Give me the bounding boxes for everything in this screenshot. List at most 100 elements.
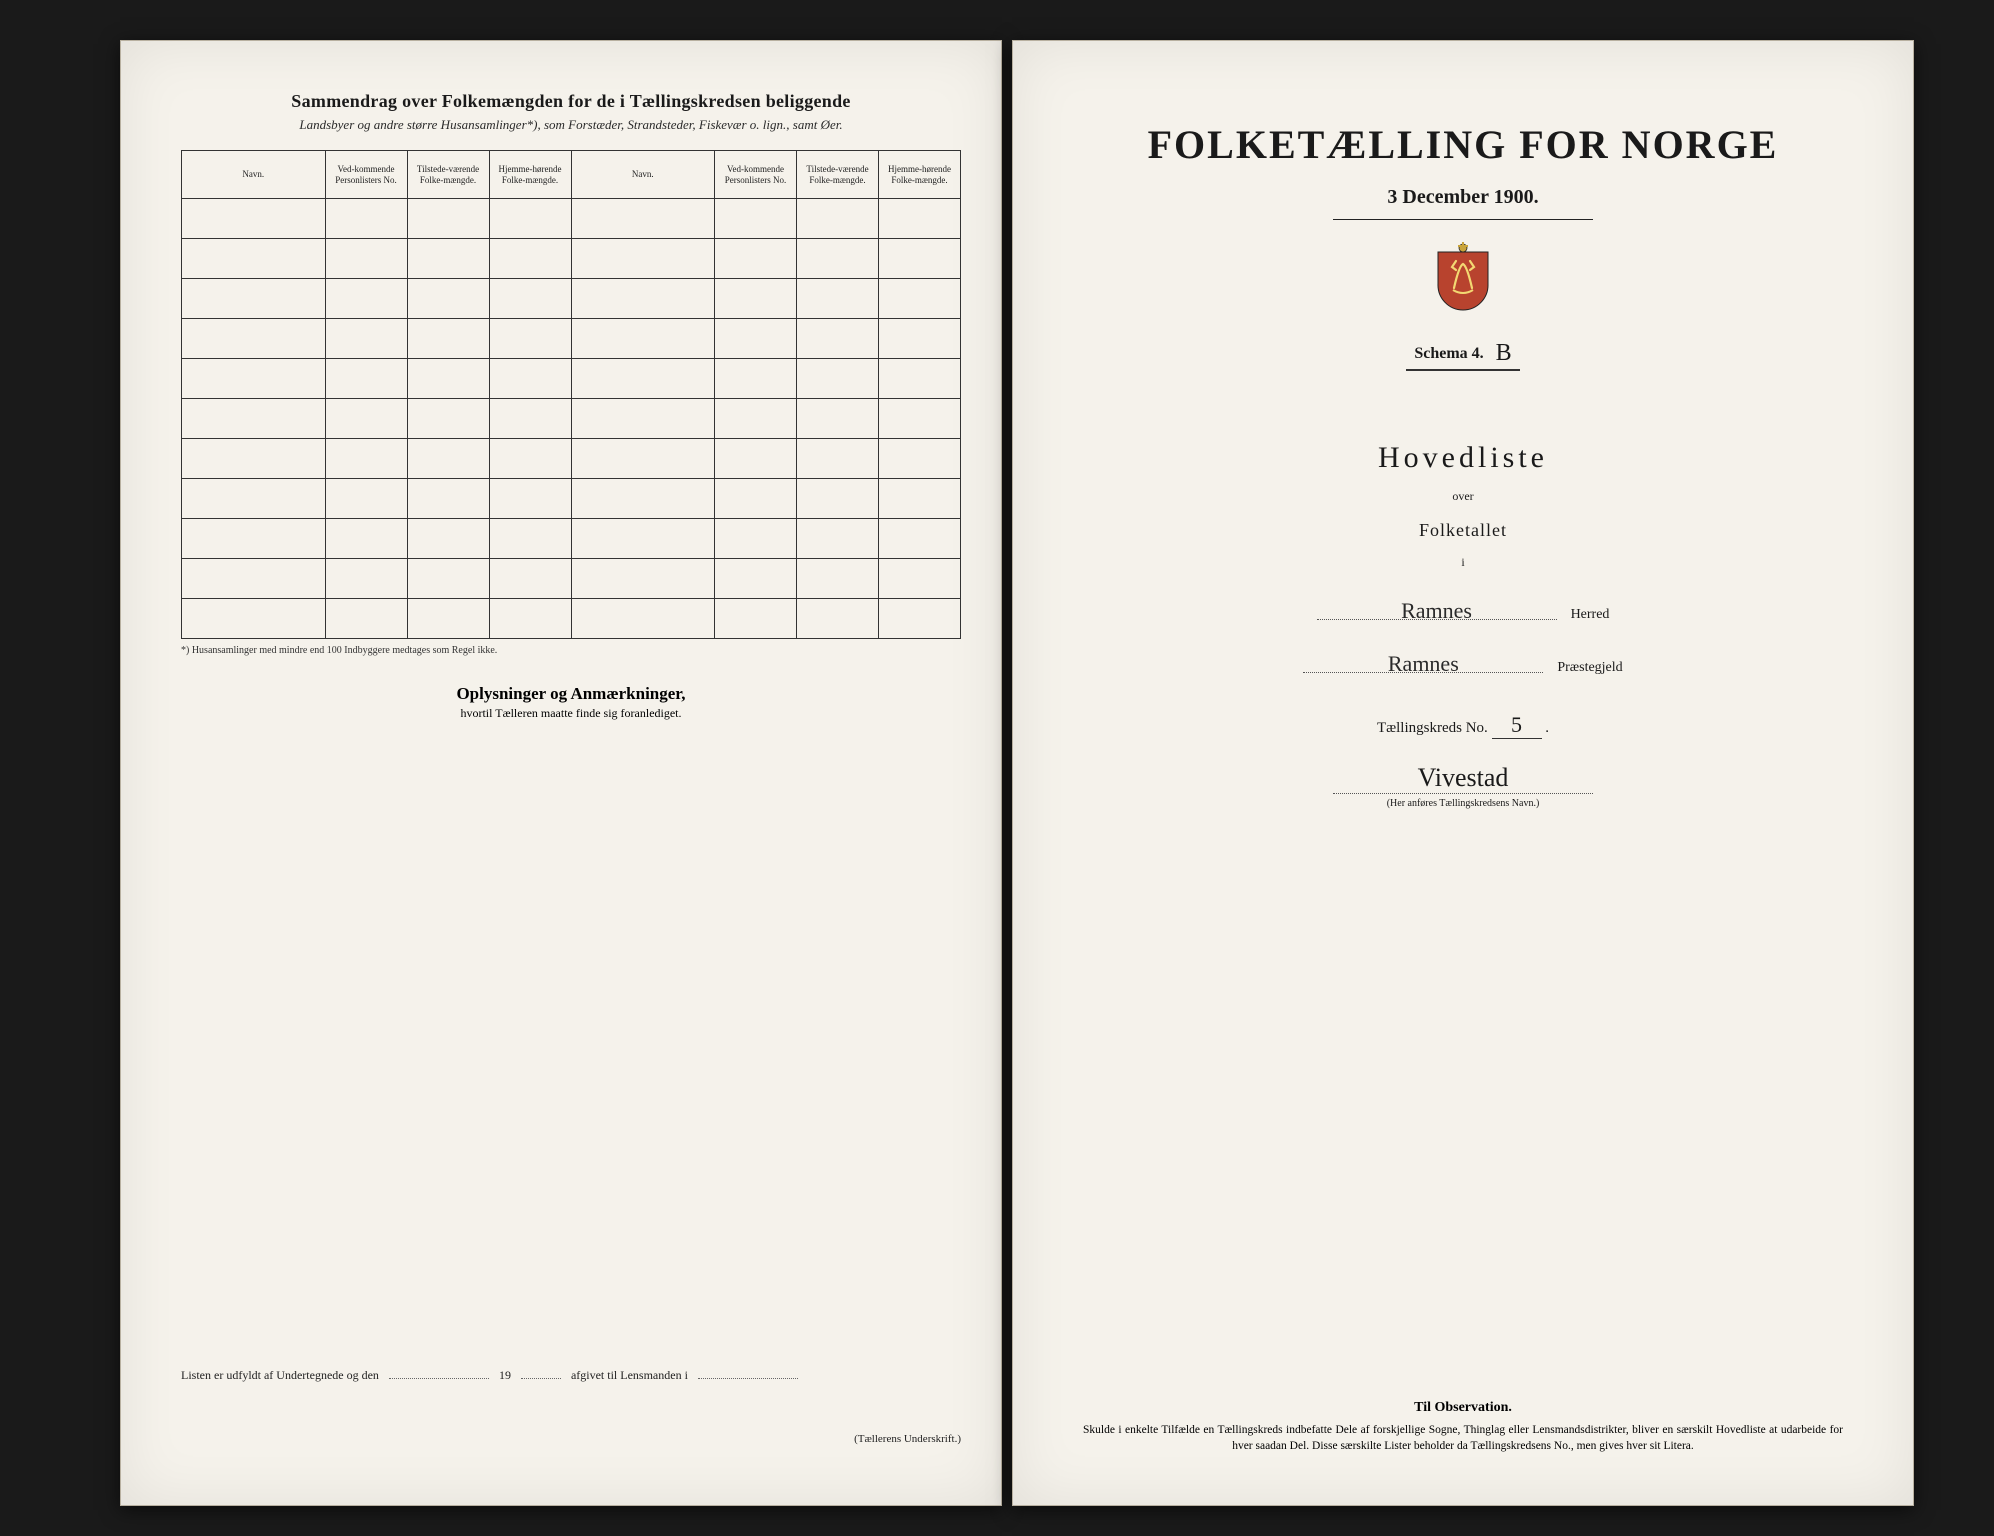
table-cell: [879, 199, 961, 239]
table-cell: [182, 319, 326, 359]
table-cell: [325, 559, 407, 599]
schema-row: Schema 4. B: [1073, 332, 1853, 371]
th-per-1: Ved-kommende Personlisters No.: [325, 151, 407, 199]
table-cell: [489, 399, 571, 439]
table-cell: [715, 479, 797, 519]
table-cell: [407, 559, 489, 599]
table-cell: [489, 479, 571, 519]
table-cell: [182, 599, 326, 639]
table-cell: [715, 559, 797, 599]
table-cell: [879, 359, 961, 399]
table-cell: [182, 279, 326, 319]
kreds-name: Vivestad: [1333, 763, 1593, 794]
remarks-title: Oplysninger og Anmærkninger,: [181, 684, 961, 704]
table-cell: [489, 599, 571, 639]
table-cell: [407, 199, 489, 239]
table-cell: [182, 239, 326, 279]
table-cell: [325, 479, 407, 519]
right-content: FOLKETÆLLING FOR NORGE 3 December 1900. …: [1073, 121, 1853, 809]
sig-blank-1: [389, 1367, 489, 1379]
left-page: Sammendrag over Folkemængden for de i Tæ…: [120, 40, 1002, 1506]
table-cell: [182, 399, 326, 439]
tkreds-label: Tællingskreds No.: [1377, 720, 1488, 736]
table-cell: [407, 399, 489, 439]
table-cell: [879, 239, 961, 279]
table-cell: [407, 279, 489, 319]
remarks-section: Oplysninger og Anmærkninger, hvortil Tæl…: [181, 684, 961, 721]
table-cell: [571, 279, 715, 319]
table-cell: [715, 239, 797, 279]
table-cell: [182, 479, 326, 519]
table-cell: [797, 399, 879, 439]
divider-line: [1333, 219, 1593, 220]
praeste-row: Ramnes Præstegjeld: [1073, 651, 1853, 676]
herred-label: Herred: [1571, 607, 1610, 623]
table-cell: [489, 519, 571, 559]
sig-blank-2: [521, 1367, 561, 1379]
table-cell: [407, 599, 489, 639]
kreds-name-row: Vivestad: [1073, 763, 1853, 794]
signer-label: (Tællerens Underskrift.): [181, 1433, 961, 1445]
table-cell: [489, 359, 571, 399]
table-cell: [797, 279, 879, 319]
table-cell: [715, 519, 797, 559]
obs-title: Til Observation.: [1083, 1400, 1843, 1416]
table-cell: [182, 559, 326, 599]
table-cell: [571, 439, 715, 479]
table-cell: [407, 319, 489, 359]
sig-text-1: Listen er udfyldt af Undertegnede og den: [181, 1368, 379, 1383]
book-spread: Sammendrag over Folkemængden for de i Tæ…: [120, 40, 1914, 1506]
observation-block: Til Observation. Skulde i enkelte Tilfæl…: [1083, 1400, 1843, 1455]
herred-row: Ramnes Herred: [1073, 598, 1853, 623]
schema-label: Schema 4.: [1414, 345, 1483, 362]
table-cell: [571, 239, 715, 279]
table-cell: [879, 559, 961, 599]
table-cell: [715, 399, 797, 439]
table-cell: [797, 599, 879, 639]
coat-of-arms-icon: [1434, 242, 1492, 312]
over-text: over: [1073, 489, 1853, 504]
left-subtitle: Landsbyer og andre større Husansamlinger…: [181, 116, 961, 134]
table-cell: [407, 359, 489, 399]
table-cell: [407, 439, 489, 479]
table-cell: [879, 399, 961, 439]
table-cell: [325, 399, 407, 439]
th-til-1: Tilstede-værende Folke-mængde.: [407, 151, 489, 199]
signature-line: Listen er udfyldt af Undertegnede og den…: [181, 1367, 961, 1383]
table-cell: [325, 599, 407, 639]
table-cell: [879, 279, 961, 319]
th-navn-1: Navn.: [182, 151, 326, 199]
i-text: i: [1073, 555, 1853, 570]
table-cell: [715, 279, 797, 319]
table-cell: [797, 199, 879, 239]
table-row: [182, 599, 961, 639]
census-date: 3 December 1900.: [1073, 186, 1853, 209]
table-cell: [325, 279, 407, 319]
table-cell: [325, 439, 407, 479]
th-hjem-2: Hjemme-hørende Folke-mængde.: [879, 151, 961, 199]
table-cell: [489, 199, 571, 239]
table-cell: [489, 279, 571, 319]
table-cell: [325, 199, 407, 239]
right-page: FOLKETÆLLING FOR NORGE 3 December 1900. …: [1012, 40, 1914, 1506]
table-cell: [489, 559, 571, 599]
table-cell: [325, 359, 407, 399]
table-cell: [325, 239, 407, 279]
hovedliste-heading: Hovedliste: [1073, 441, 1853, 475]
table-cell: [797, 479, 879, 519]
table-cell: [571, 599, 715, 639]
table-cell: [879, 439, 961, 479]
table-cell: [715, 439, 797, 479]
schema-value: B: [1496, 340, 1512, 366]
th-hjem-1: Hjemme-hørende Folke-mængde.: [489, 151, 571, 199]
th-navn-2: Navn.: [571, 151, 715, 199]
left-title: Sammendrag over Folkemængden for de i Tæ…: [181, 91, 961, 112]
table-cell: [797, 359, 879, 399]
table-cell: [879, 519, 961, 559]
table-cell: [879, 599, 961, 639]
table-row: [182, 559, 961, 599]
table-row: [182, 439, 961, 479]
summary-table: Navn. Ved-kommende Personlisters No. Til…: [181, 150, 961, 639]
table-cell: [797, 319, 879, 359]
table-cell: [571, 479, 715, 519]
